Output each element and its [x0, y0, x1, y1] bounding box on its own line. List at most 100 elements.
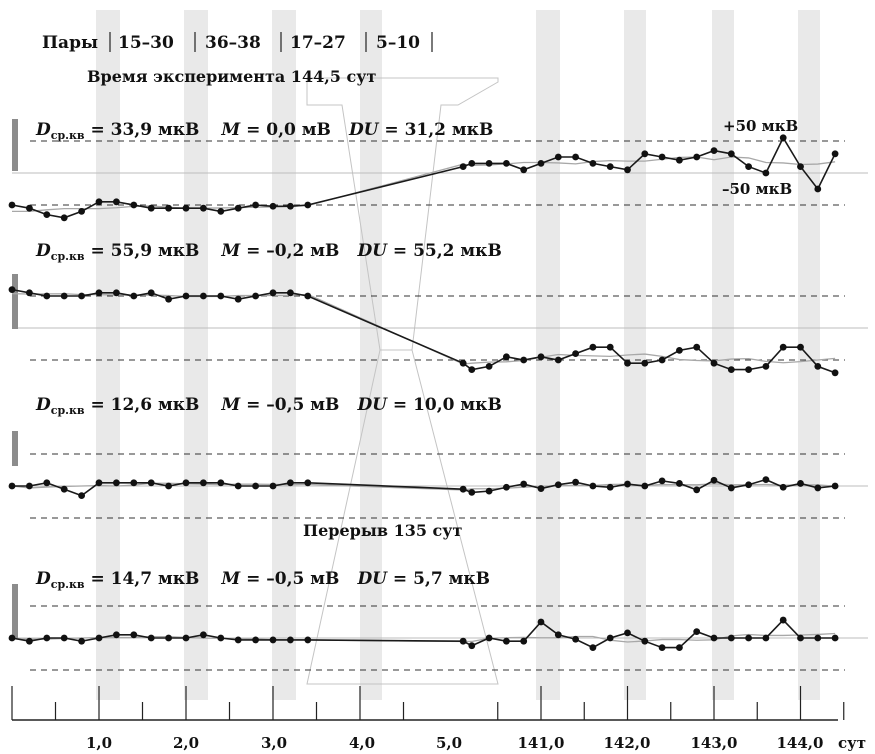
data-point: [589, 482, 597, 490]
data-point: [572, 153, 579, 161]
pair-range-3: 17–27: [290, 33, 346, 53]
data-point: [710, 634, 718, 642]
data-point: [60, 485, 68, 493]
data-point: [269, 636, 277, 644]
data-point: [234, 295, 242, 303]
x-tick-label: 4,0: [349, 734, 375, 752]
data-point: [520, 356, 528, 364]
data-point: [78, 492, 85, 499]
data-point: [234, 636, 242, 644]
data-point: [676, 480, 683, 487]
data-point: [779, 134, 787, 142]
break-frame: [306, 77, 499, 685]
pair-range-4: 5–10: [376, 33, 420, 53]
data-point: [200, 631, 207, 639]
data-point: [252, 482, 259, 490]
data-point: [641, 359, 649, 367]
minus-50-label: –50 мкВ: [722, 180, 792, 198]
data-point: [693, 343, 701, 351]
data-point: [710, 476, 718, 484]
gray-band: [712, 10, 734, 700]
data-point: [503, 160, 510, 167]
data-point: [797, 480, 804, 487]
pair-range-1: 15–30: [118, 33, 174, 53]
data-point: [606, 343, 614, 351]
gray-band: [184, 10, 208, 700]
data-point: [554, 631, 562, 639]
data-point: [147, 204, 155, 212]
data-point: [8, 482, 16, 490]
data-point: [537, 485, 545, 492]
data-point: [831, 482, 839, 490]
data-point: [182, 292, 190, 300]
pair-separators: [109, 32, 433, 52]
data-point: [658, 153, 666, 161]
data-point: [269, 289, 277, 297]
data-point: [252, 636, 259, 644]
data-point: [165, 482, 173, 490]
stats-line: Dср.кв = 12,6 мкВ M = –0,5 мВ DU = 10,0 мк…: [35, 395, 502, 417]
x-axis-ticks: 1,0 2,0 3,0 4,0 5,0 141,0 142,0 143,0 144,0: [11, 686, 845, 752]
data-point: [43, 292, 51, 300]
data-point: [762, 363, 770, 370]
data-point: [589, 644, 597, 651]
data-point: [485, 363, 493, 370]
pairs-label: Пары: [42, 33, 98, 53]
experiment-time: Время эксперимента 144,5 сут: [87, 67, 376, 86]
data-point: [269, 482, 277, 490]
gray-band: [798, 10, 820, 700]
data-point: [814, 634, 822, 642]
data-point: [43, 211, 51, 219]
x-tick-label: 3,0: [261, 734, 287, 752]
x-tick-label: 144,0: [777, 734, 824, 752]
data-point: [287, 636, 294, 644]
x-tick-label: 143,0: [691, 734, 738, 752]
data-point: [710, 359, 718, 367]
data-point: [624, 166, 631, 174]
data-point: [78, 208, 85, 215]
data-point: [779, 343, 787, 351]
data-point: [78, 292, 85, 300]
data-point: [624, 359, 631, 367]
data-point: [200, 479, 207, 487]
gray-band: [360, 10, 382, 700]
panel-3: Dср.кв = 12,6 мкВ M = –0,5 мВ DU = 10,0 мк…: [8, 395, 868, 519]
data-point: [182, 634, 190, 642]
data-point: [200, 204, 207, 212]
scale-bar: [12, 119, 18, 171]
data-point: [304, 201, 312, 209]
data-point: [831, 634, 839, 642]
gray-band: [96, 10, 120, 700]
data-point: [745, 163, 752, 171]
data-point: [459, 637, 467, 645]
panel-2: Dср.кв = 55,9 мкВ M = –0,2 мВ DU = 55,2 мк…: [8, 241, 868, 377]
data-point: [606, 634, 614, 642]
data-point: [537, 353, 545, 361]
data-point: [468, 160, 476, 167]
data-point: [217, 208, 225, 215]
x-tick-label: 142,0: [604, 734, 651, 752]
data-point: [762, 476, 770, 483]
data-point: [624, 629, 631, 637]
data-point: [95, 479, 103, 487]
data-point: [641, 482, 649, 490]
gray-bands: [96, 10, 820, 700]
data-point: [485, 160, 493, 167]
data-point: [676, 644, 683, 651]
data-point: [234, 204, 242, 212]
data-point: [641, 150, 649, 158]
data-point: [676, 347, 683, 354]
x-tick-label: 1,0: [86, 734, 112, 752]
data-point: [113, 479, 120, 487]
data-point: [572, 350, 579, 357]
data-point: [589, 160, 597, 167]
x-tick-label: 5,0: [436, 734, 462, 752]
data-point: [113, 198, 120, 206]
data-point: [217, 292, 225, 300]
data-point: [252, 292, 259, 300]
data-point: [459, 359, 467, 367]
data-point: [554, 356, 562, 364]
data-point: [130, 479, 138, 487]
data-point: [727, 484, 735, 492]
data-point: [797, 163, 804, 171]
